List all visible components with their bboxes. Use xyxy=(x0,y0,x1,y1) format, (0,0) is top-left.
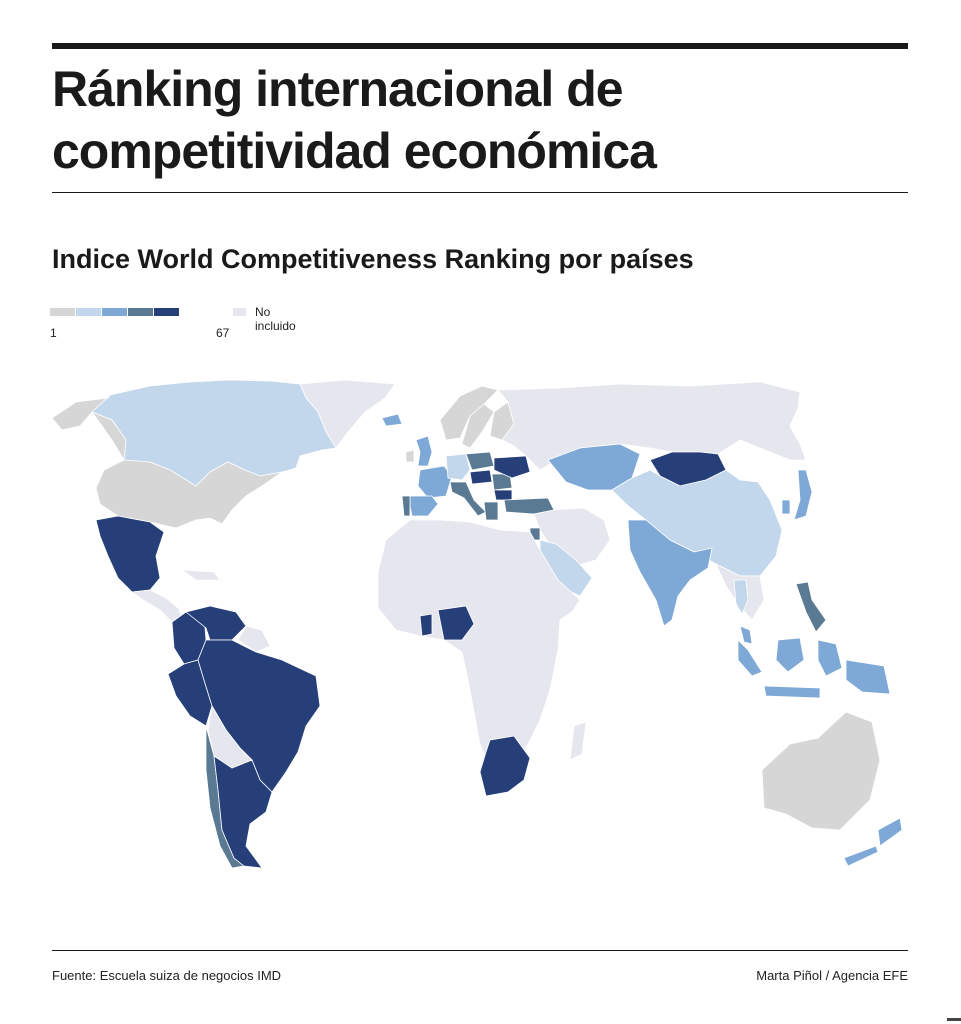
country-central-america xyxy=(180,569,221,581)
credit-note: Marta Piñol / Agencia EFE xyxy=(756,968,908,983)
country-greece xyxy=(483,501,499,521)
legend-min-label: 1 xyxy=(50,326,57,340)
country-central-america xyxy=(130,589,185,623)
country-ukraine xyxy=(493,455,531,479)
country-indonesia xyxy=(817,639,843,677)
country-italy xyxy=(449,481,487,517)
country-united-states xyxy=(90,411,283,529)
corner-mark xyxy=(947,1018,961,1021)
legend-not-included-label: No incluido xyxy=(255,305,296,333)
country-united-states xyxy=(51,394,111,431)
country-france xyxy=(417,465,453,499)
country-indonesia xyxy=(845,659,891,695)
country-united-kingdom xyxy=(415,435,433,467)
country-germany xyxy=(445,453,471,481)
country-ghana xyxy=(419,613,433,637)
country-bulgaria xyxy=(493,489,513,501)
country-russia xyxy=(497,381,807,471)
country-sweden xyxy=(461,403,495,449)
bottom-rule xyxy=(52,950,908,951)
country-spain xyxy=(409,495,439,517)
country-africa-rest xyxy=(377,519,581,769)
country-malaysia xyxy=(775,637,805,673)
country-south-africa xyxy=(479,735,531,797)
country-africa-rest xyxy=(569,721,587,761)
country-nigeria xyxy=(437,605,475,641)
legend-swatch-not-included xyxy=(233,308,246,316)
country-indonesia xyxy=(763,685,821,699)
title-rule xyxy=(52,192,908,193)
country-malaysia xyxy=(739,625,753,645)
legend-swatch-3 xyxy=(102,308,127,316)
page-title: Ránking internacional de competitividad … xyxy=(52,61,657,179)
country-india xyxy=(627,519,713,627)
subtitle: Indice World Competitiveness Ranking por… xyxy=(52,244,694,274)
country-brazil xyxy=(197,639,321,793)
country-ireland xyxy=(405,449,415,463)
country-guyana xyxy=(237,625,271,653)
country-australia xyxy=(761,711,881,831)
world-map xyxy=(51,379,903,869)
legend-swatch-4 xyxy=(128,308,153,316)
country-iceland xyxy=(381,413,403,427)
legend-scale xyxy=(50,308,180,316)
top-rule xyxy=(52,43,908,49)
country-indonesia xyxy=(737,639,763,677)
legend-swatch-2 xyxy=(76,308,101,316)
source-note: Fuente: Escuela suiza de negocios IMD xyxy=(52,968,282,983)
country-argentina xyxy=(213,755,273,869)
legend: No incluido 1 67 xyxy=(50,305,310,346)
country-venezuela xyxy=(185,605,247,641)
country-poland xyxy=(465,451,495,471)
country-thailand xyxy=(733,579,749,615)
country-new-zealand xyxy=(877,817,903,847)
country-japan xyxy=(793,469,813,521)
legend-max-label: 67 xyxy=(216,326,230,340)
country-hungary xyxy=(469,469,493,485)
country-mexico xyxy=(95,515,165,593)
country-philippines xyxy=(795,581,827,633)
country-south-korea xyxy=(781,499,791,515)
legend-swatch-5 xyxy=(154,308,179,316)
country-new-zealand xyxy=(843,845,879,867)
legend-swatch-1 xyxy=(50,308,75,316)
country-portugal xyxy=(401,495,411,517)
country-africa-rest xyxy=(533,507,611,567)
